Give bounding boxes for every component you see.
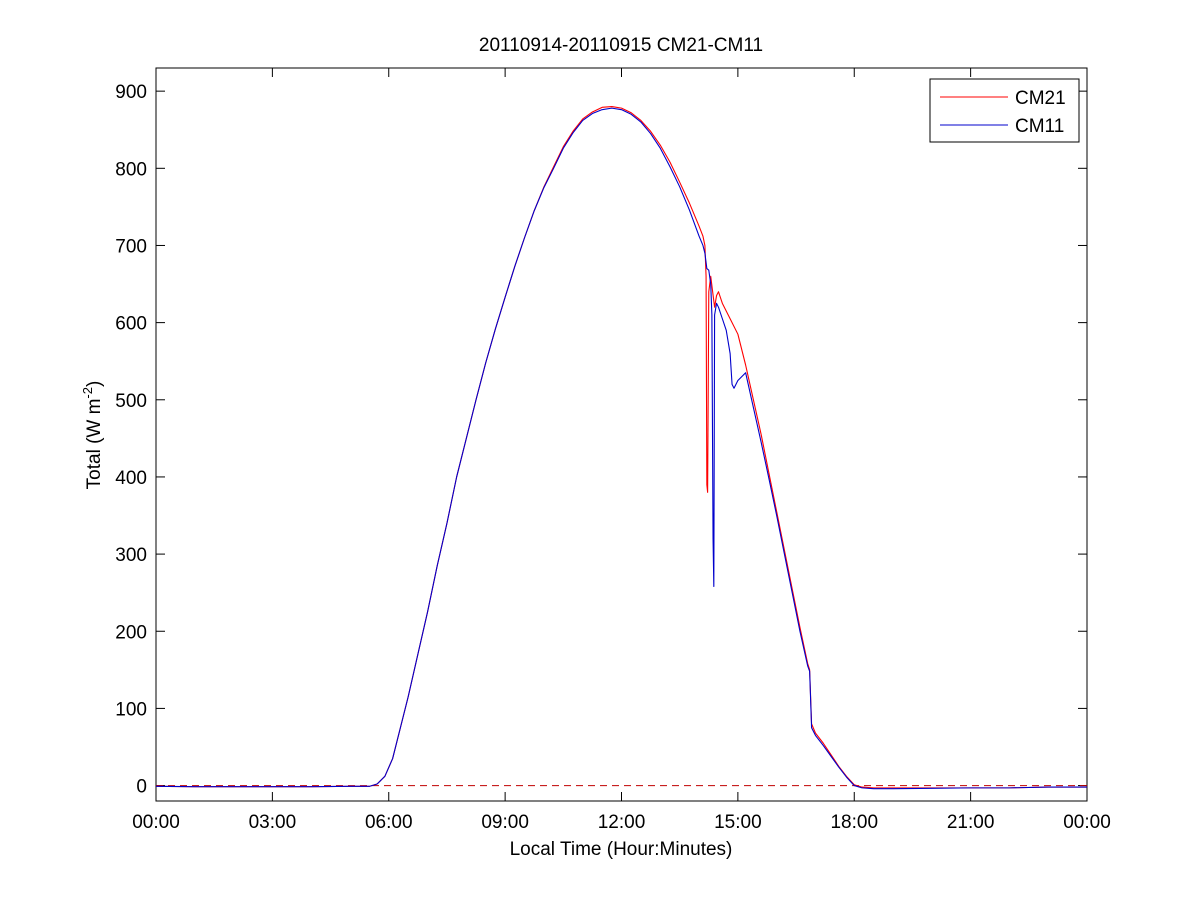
x-axis-label: Local Time (Hour:Minutes) (510, 839, 733, 860)
y-tick-label: 600 (115, 314, 147, 335)
y-axis-label-exponent: -2 (80, 387, 95, 399)
series-lines (155, 106, 1087, 790)
x-axis-ticks: 00:00 03:00 06:00 09:00 12:00 15:00 18:00 21:00… (132, 68, 1111, 833)
y-tick-label: 0 (136, 777, 147, 798)
y-tick-label: 800 (115, 159, 147, 180)
legend-label-cm11: CM11 (1015, 116, 1064, 137)
series-line-cm11 (155, 107, 1087, 790)
y-axis-ticks: 0 100 200 300 400 500 600 700 800 900 (115, 82, 1087, 798)
x-tick-label: 03:00 (249, 812, 297, 833)
x-tick-label: 00:00 (132, 812, 180, 833)
x-tick-label: 00:00 (1063, 812, 1111, 833)
y-axis-label-main: Total (W m (84, 399, 105, 490)
y-tick-label: 900 (115, 82, 147, 103)
x-tick-label: 21:00 (947, 812, 995, 833)
x-tick-label: 09:00 (481, 812, 529, 833)
y-axis-label-close: ) (84, 381, 105, 387)
legend-label-cm21: CM21 (1015, 88, 1066, 109)
axes-box (155, 67, 1088, 802)
y-tick-label: 400 (115, 468, 147, 489)
x-tick-label: 15:00 (714, 812, 762, 833)
y-tick-label: 200 (115, 622, 147, 643)
chart-title: 20110914-20110915 CM21-CM11 (479, 35, 763, 56)
y-axis-label: Total (W m-2) (80, 381, 105, 490)
x-tick-label: 18:00 (830, 812, 878, 833)
y-tick-label: 500 (115, 391, 147, 412)
y-tick-label: 100 (115, 699, 147, 720)
x-tick-label: 12:00 (598, 812, 646, 833)
legend-box (929, 78, 1080, 143)
x-tick-label: 06:00 (365, 812, 413, 833)
plot-area: 00:00 03:00 06:00 09:00 12:00 15:00 18:00 21:00… (115, 67, 1111, 833)
y-tick-label: 300 (115, 545, 147, 566)
y-tick-label: 700 (115, 236, 147, 257)
legend: CM21 CM11 (929, 78, 1080, 143)
